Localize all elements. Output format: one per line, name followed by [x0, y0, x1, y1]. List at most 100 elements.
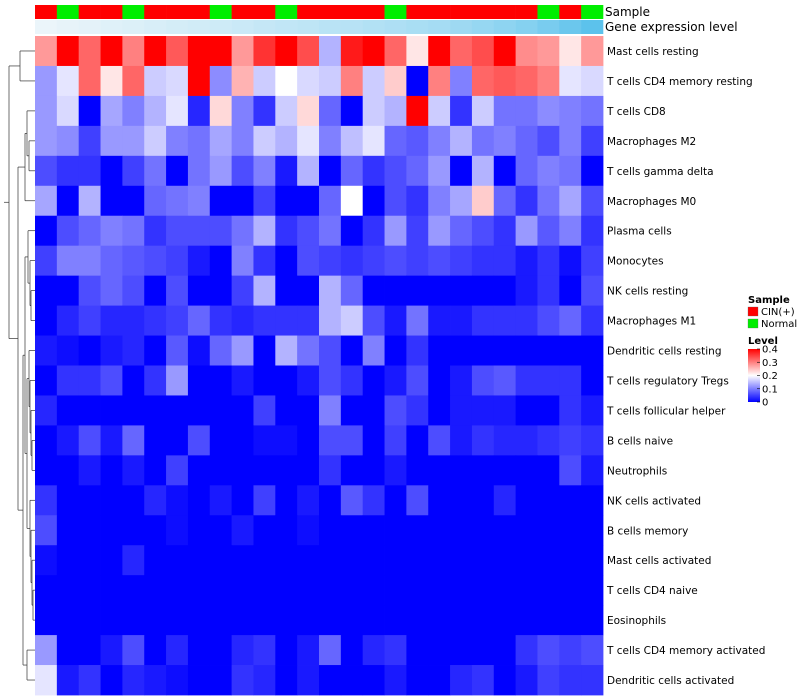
heatmap-cell	[209, 125, 233, 157]
heatmap-cell	[515, 485, 538, 516]
heatmap-cell	[340, 365, 364, 396]
heatmap-cell	[187, 665, 211, 696]
heatmap-cell	[35, 515, 58, 546]
expression-annotation-cell	[187, 20, 211, 34]
heatmap-cell	[166, 36, 189, 67]
heatmap-cell	[231, 305, 254, 336]
heatmap-cell	[144, 605, 167, 636]
row-label: Macrophages M1	[607, 316, 696, 328]
heatmap-cell	[406, 95, 429, 127]
heatmap-cell	[428, 215, 451, 247]
heatmap-cell	[428, 155, 451, 187]
heatmap-cell	[144, 245, 167, 277]
heatmap-cell	[537, 515, 560, 546]
heatmap-cell	[319, 125, 342, 157]
heatmap-cell	[231, 455, 254, 486]
row-label: Macrophages M0	[607, 196, 696, 208]
heatmap-cell	[253, 575, 276, 606]
heatmap-cell	[56, 665, 80, 696]
expression-annotation-cell	[35, 20, 58, 34]
heatmap-cell	[450, 125, 473, 157]
heatmap-cell	[231, 185, 254, 217]
heatmap-cell	[209, 665, 233, 696]
heatmap-cell	[253, 335, 276, 366]
heatmap-cell	[384, 365, 407, 396]
sample-annotation-cell	[406, 5, 429, 19]
row-label: Dendritic cells activated	[607, 675, 734, 687]
heatmap-cell	[428, 125, 451, 157]
row-label: T cells gamma delta	[606, 166, 714, 178]
heatmap-cell	[187, 275, 211, 306]
heatmap-cell	[406, 635, 429, 666]
sample-annotation-cell	[340, 5, 363, 19]
heatmap-cell	[515, 335, 538, 366]
heatmap-cell	[166, 605, 189, 636]
heatmap-cell	[406, 335, 429, 366]
heatmap-cell	[450, 65, 473, 97]
heatmap-cell	[493, 36, 517, 67]
heatmap-cell	[122, 455, 145, 486]
heatmap-cell	[275, 215, 298, 247]
heatmap-cell	[450, 245, 473, 277]
expression-annotation-cell	[144, 20, 167, 34]
heatmap-cell	[450, 185, 473, 217]
heatmap-cell	[559, 65, 582, 97]
sample-annotation-cell	[231, 5, 254, 19]
heatmap-cell	[231, 215, 254, 247]
heatmap-cell	[253, 275, 276, 306]
heatmap-cell	[209, 185, 233, 217]
heatmap-cell	[297, 665, 320, 696]
heatmap-cell	[187, 485, 211, 516]
heatmap-cell	[515, 425, 538, 456]
heatmap-cell	[231, 95, 254, 127]
heatmap-cell	[450, 485, 473, 516]
expression-annotation-cell	[340, 20, 363, 34]
heatmap-cell	[166, 635, 189, 666]
heatmap-cell	[78, 485, 101, 516]
heatmap-cell	[559, 485, 582, 516]
heatmap-cell	[187, 395, 211, 426]
heatmap-cell	[275, 155, 298, 187]
heatmap-cell	[187, 185, 211, 217]
heatmap-cell	[319, 515, 342, 546]
heatmap-cell	[340, 36, 364, 67]
heatmap-cell	[450, 275, 473, 306]
heatmap-cell	[406, 305, 429, 336]
expression-annotation-cell	[209, 20, 232, 34]
expression-annotation-cell	[515, 20, 538, 34]
heatmap-cell	[253, 545, 276, 576]
heatmap-cell	[187, 215, 211, 247]
heatmap-cell	[275, 455, 298, 486]
heatmap-cell	[187, 605, 211, 636]
heatmap-cell	[537, 125, 560, 157]
heatmap-cell	[493, 485, 517, 516]
sample-annotation-cell	[450, 5, 473, 19]
row-label: NK cells activated	[607, 495, 701, 507]
heatmap-cell	[362, 95, 385, 127]
heatmap-cell	[537, 185, 560, 217]
heatmap-cell	[253, 395, 276, 426]
row-label: T cells CD4 memory resting	[606, 76, 753, 88]
heatmap-cell	[428, 395, 451, 426]
heatmap-cell	[253, 455, 276, 486]
heatmap-cell	[144, 575, 167, 606]
heatmap-cell	[297, 275, 320, 306]
heatmap-cell	[340, 635, 364, 666]
heatmap-cell	[166, 455, 189, 486]
row-label: Mast cells activated	[607, 555, 711, 567]
heatmap-cell	[537, 95, 560, 127]
heatmap-cell	[253, 665, 276, 696]
heatmap-cell	[471, 365, 495, 396]
legend-swatch-cin	[747, 306, 759, 317]
heatmap-cell	[406, 185, 429, 217]
heatmap-cell	[559, 125, 582, 157]
heatmap-cell	[56, 245, 80, 277]
heatmap-cell	[275, 665, 298, 696]
heatmap-cell	[493, 275, 517, 306]
heatmap-cell	[340, 425, 364, 456]
heatmap-cell	[406, 65, 429, 97]
heatmap-cell	[362, 65, 385, 97]
heatmap-cell	[471, 36, 495, 67]
heatmap-cell	[471, 575, 495, 606]
sample-annotation-cell	[78, 5, 101, 19]
